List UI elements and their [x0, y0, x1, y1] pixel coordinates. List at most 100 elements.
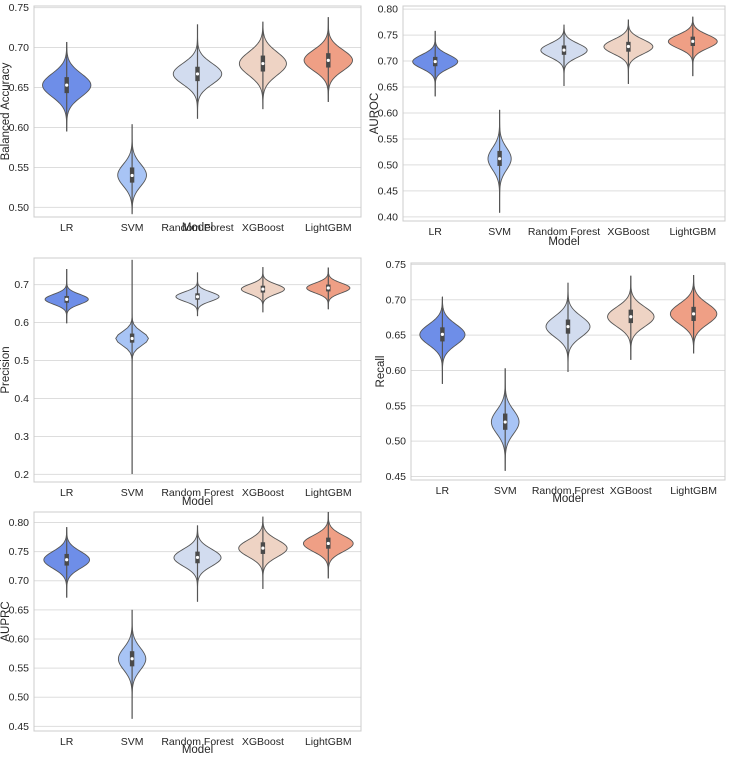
x-tick-label: LightGBM — [305, 487, 352, 499]
y-tick-label: 0.70 — [9, 42, 30, 54]
y-tick-label: 0.50 — [9, 202, 30, 214]
y-tick-label: 0.65 — [9, 82, 30, 94]
median-svm — [130, 173, 134, 178]
x-tick-label: SVM — [121, 487, 144, 499]
x-tick-label: Random Forest — [161, 736, 233, 748]
median-lr — [65, 297, 69, 301]
x-tick-label: Random Forest — [161, 222, 233, 234]
plot-frame — [33, 5, 362, 218]
x-tick-label: LR — [60, 736, 74, 748]
y-tick-label: 0.60 — [386, 365, 407, 377]
median-lightgbm — [326, 541, 330, 546]
median-svm — [130, 336, 134, 341]
x-tick-label: LR — [436, 485, 450, 497]
x-tick-label: LR — [60, 487, 74, 499]
median-lr — [65, 83, 69, 87]
x-axis-label: Model — [182, 744, 213, 756]
y-axis-label: AUROC — [369, 93, 381, 135]
median-lightgbm — [691, 39, 695, 43]
y-tick-label: 0.70 — [386, 294, 407, 306]
y-tick-label: 0.55 — [386, 400, 407, 412]
plot-frame — [410, 262, 726, 481]
x-tick-label: SVM — [121, 736, 144, 748]
x-tick-label: XGBoost — [607, 226, 649, 238]
x-tick-label: SVM — [494, 485, 517, 497]
y-tick-label: 0.45 — [9, 721, 30, 733]
median-xgboost — [629, 315, 633, 319]
plot-frame — [33, 511, 362, 732]
median-random-forest — [562, 48, 566, 52]
x-tick-label: LightGBM — [670, 485, 717, 497]
median-random-forest — [195, 295, 200, 299]
y-tick-label: 0.75 — [9, 546, 30, 558]
y-tick-label: 0.50 — [9, 692, 30, 704]
x-tick-label: Random Forest — [528, 226, 600, 238]
y-tick-label: 0.75 — [9, 2, 30, 14]
median-lr — [440, 332, 444, 336]
median-xgboost — [626, 44, 631, 49]
x-tick-label: XGBoost — [610, 485, 652, 497]
plot-frame — [402, 5, 726, 222]
x-tick-label: Random Forest — [532, 485, 604, 497]
panel-balanced-accuracy: 0.50 0.55 0.60 0.65 0.70 0.75 LR SVM Random Fore… — [0, 2, 362, 234]
y-axis-label: Recall — [375, 356, 387, 388]
median-svm — [130, 657, 134, 661]
median-random-forest — [195, 555, 200, 560]
panel-precision: 0.2 0.3 0.4 0.5 0.6 0.7 LR SVM Random Forest XGBo… — [0, 257, 362, 508]
median-lightgbm — [326, 286, 330, 290]
plot-frame — [33, 257, 362, 483]
x-tick-label: SVM — [488, 226, 511, 238]
y-tick-label: 0.60 — [9, 633, 30, 645]
y-tick-label: 0.65 — [386, 330, 407, 342]
y-tick-label: 0.80 — [378, 4, 399, 16]
panel-auprc: 0.45 0.50 0.55 0.60 0.65 0.70 0.75 0.80 LR SVM Ran… — [0, 511, 362, 756]
median-xgboost — [261, 287, 265, 291]
panel-auroc: 0.40 0.45 0.50 0.55 0.60 0.65 0.70 0.75 0.80 LR SV… — [369, 4, 726, 248]
median-lr — [65, 558, 69, 562]
x-tick-label: XGBoost — [242, 487, 284, 499]
y-tick-label: 0.75 — [386, 259, 407, 271]
x-axis-label: Model — [548, 236, 579, 248]
x-axis-label: Model — [552, 493, 583, 505]
x-tick-label: XGBoost — [242, 222, 284, 234]
x-tick-label: Random Forest — [161, 487, 233, 499]
x-tick-label: LightGBM — [669, 226, 716, 238]
y-axis-label: AUPRC — [0, 601, 12, 641]
x-tick-label: SVM — [121, 222, 144, 234]
median-xgboost — [261, 546, 265, 550]
y-tick-label: 0.75 — [378, 30, 399, 42]
x-tick-label: LightGBM — [305, 222, 352, 234]
y-tick-label: 0.7 — [14, 279, 29, 291]
y-tick-label: 0.65 — [378, 82, 399, 94]
y-tick-label: 0.70 — [378, 56, 399, 68]
x-axis-label: Model — [182, 222, 213, 234]
y-tick-label: 0.45 — [378, 185, 399, 197]
x-tick-label: LightGBM — [305, 736, 352, 748]
y-tick-label: 0.55 — [9, 663, 30, 675]
median-lightgbm — [326, 58, 330, 62]
median-random-forest — [566, 325, 570, 329]
x-axis-label: Model — [182, 496, 213, 508]
y-tick-label: 0.5 — [14, 355, 29, 367]
panel-recall: 0.45 0.50 0.55 0.60 0.65 0.70 0.75 LR SVM Random … — [375, 259, 726, 505]
median-svm — [498, 157, 502, 161]
y-tick-label: 0.55 — [378, 133, 399, 145]
y-tick-label: 0.55 — [9, 162, 30, 174]
x-tick-label: XGBoost — [242, 736, 284, 748]
y-tick-label: 0.2 — [14, 469, 29, 481]
y-tick-label: 0.40 — [378, 211, 399, 223]
y-axis-label: Precision — [0, 346, 12, 393]
median-svm — [503, 420, 507, 424]
x-tick-label: LR — [60, 222, 74, 234]
y-tick-label: 0.65 — [9, 604, 30, 616]
y-tick-label: 0.70 — [9, 575, 30, 587]
median-xgboost — [261, 61, 265, 66]
y-tick-label: 0.3 — [14, 431, 29, 443]
y-tick-label: 0.50 — [378, 159, 399, 171]
y-axis-label: Balanced Accuracy — [0, 62, 12, 160]
y-tick-label: 0.45 — [386, 471, 407, 483]
y-tick-label: 0.4 — [14, 393, 29, 405]
y-tick-label: 0.60 — [378, 107, 399, 119]
y-tick-label: 0.6 — [14, 317, 29, 329]
